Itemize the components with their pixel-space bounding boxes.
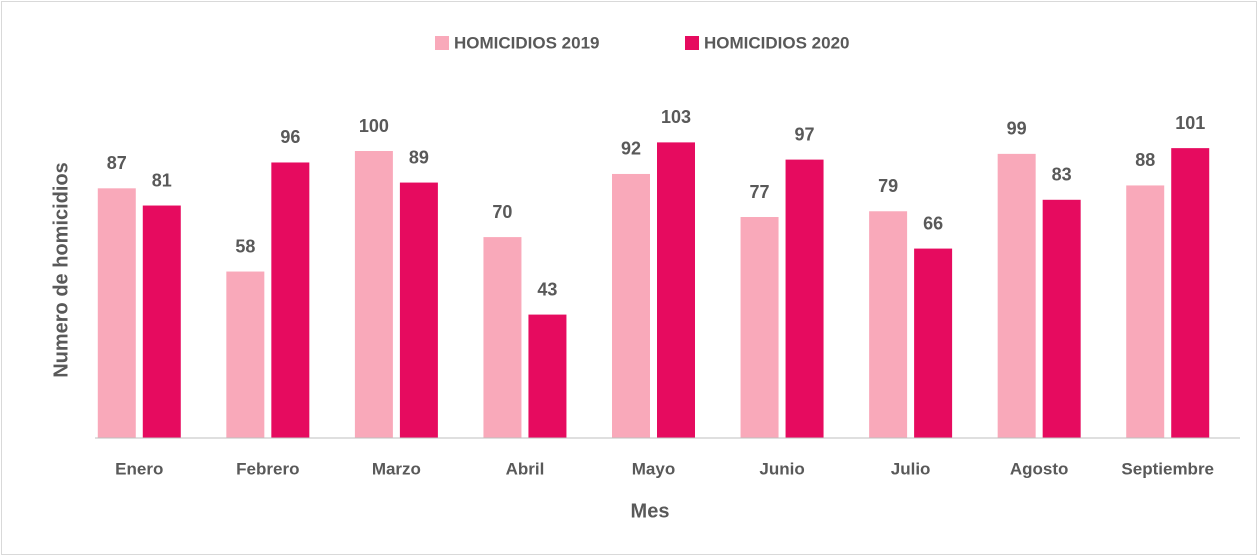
bar [785,159,824,439]
bar [869,211,908,438]
bar [1126,185,1165,438]
legend-label: HOMICIDIOS 2020 [704,33,850,52]
x-tick-label: Septiembre [1121,459,1214,478]
x-tick-label: Julio [891,459,931,478]
bar [1042,199,1081,438]
bar [612,173,650,438]
data-label: 66 [923,213,943,233]
data-label: 103 [661,107,691,127]
data-label: 83 [1052,165,1072,185]
x-tick-label: Enero [115,459,163,478]
bar [271,162,310,439]
bar [740,217,779,438]
bar [997,153,1036,438]
data-label: 87 [107,153,127,173]
data-label: 101 [1175,113,1205,133]
x-tick-label: Marzo [372,459,421,478]
bar [354,151,393,438]
y-axis-title: Numero de homicidios [50,162,72,378]
bar [483,237,522,438]
bar [97,188,136,438]
data-label: 100 [359,116,389,136]
data-label: 58 [235,236,255,256]
legend-label: HOMICIDIOS 2019 [454,33,600,52]
x-tick-label: Junio [759,459,804,478]
data-label: 97 [795,124,815,144]
data-label: 96 [280,127,300,147]
data-label: 88 [1135,150,1155,170]
x-tick-label: Abril [506,459,545,478]
bar [142,205,181,438]
data-label: 89 [409,147,429,167]
legend-swatch [685,36,699,50]
data-label: 43 [537,279,557,299]
x-tick-label: Agosto [1010,459,1069,478]
bar [399,182,438,438]
data-label: 81 [152,170,172,190]
bar [914,248,953,438]
data-label: 70 [492,202,512,222]
legend-swatch [435,36,449,50]
bar [1171,148,1210,438]
bar [528,314,567,438]
data-label: 92 [621,139,641,159]
x-axis-title: Mes [631,500,670,522]
data-label: 77 [750,182,770,202]
data-label: 79 [878,176,898,196]
x-tick-label: Febrero [236,459,299,478]
data-label: 99 [1007,119,1027,139]
bar [657,142,695,438]
bar [226,271,265,438]
x-tick-label: Mayo [632,459,675,478]
